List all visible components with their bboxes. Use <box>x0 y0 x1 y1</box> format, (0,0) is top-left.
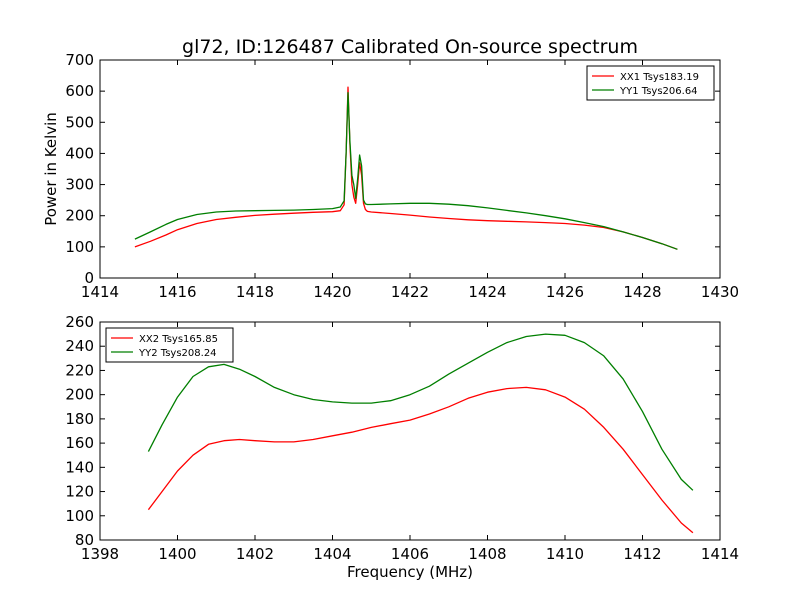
y-tick-label: 120 <box>65 483 94 501</box>
y-tick-label: 260 <box>65 313 94 331</box>
x-tick-label: 1400 <box>158 545 196 563</box>
y-tick-label: 160 <box>65 434 94 452</box>
top-spectrum-panel: 1414 1416 1418 1420 1422 1424 1426 1428 1430 0 100… <box>42 51 739 301</box>
y-tick-label: 180 <box>65 410 94 428</box>
y-tick-label: 200 <box>65 386 94 404</box>
x-tick-label: 1428 <box>623 283 661 301</box>
y-tick-label: 700 <box>65 51 94 69</box>
y-tick-label: 140 <box>65 458 94 476</box>
legend: XX2 Tsys165.85 YY2 Tsys208.24 <box>105 327 234 363</box>
x-tick-label: 1426 <box>546 283 584 301</box>
y-tick-label: 500 <box>65 113 94 131</box>
x-tick-label: 1420 <box>313 283 351 301</box>
x-tick-label: 1406 <box>391 545 429 563</box>
x-tick-label: 1398 <box>81 545 119 563</box>
legend-box <box>586 65 715 101</box>
legend-entry: XX1 Tsys183.19 <box>620 72 699 83</box>
y-tick-label: 240 <box>65 337 94 355</box>
x-tick-label: 1408 <box>468 545 506 563</box>
y-tick-label: 80 <box>75 531 94 549</box>
y-tick-label: 0 <box>84 269 94 287</box>
y-tick-label: 220 <box>65 361 94 379</box>
y-axis-label: Power in Kelvin <box>42 112 60 226</box>
x-tick-label: 1418 <box>236 283 274 301</box>
x-tick-label: 1416 <box>158 283 196 301</box>
bottom-spectrum-panel: 1398 1400 1402 1404 1406 1408 1410 1412 1414 80 10… <box>65 313 739 581</box>
x-tick-label: 1422 <box>391 283 429 301</box>
x-tick-label: 1430 <box>701 283 739 301</box>
legend-entry: YY2 Tsys208.24 <box>138 348 217 359</box>
y-tick-label: 100 <box>65 238 94 256</box>
y-tick-label: 600 <box>65 82 94 100</box>
legend-box <box>105 327 234 363</box>
legend: XX1 Tsys183.19 YY1 Tsys206.64 <box>586 65 715 101</box>
y-tick-label: 300 <box>65 176 94 194</box>
y-tick-label: 200 <box>65 207 94 225</box>
x-tick-label: 1410 <box>546 545 584 563</box>
series-line-yy2 <box>147 333 694 491</box>
legend-entry: YY1 Tsys206.64 <box>619 86 698 97</box>
x-tick-label: 1412 <box>623 545 661 563</box>
y-tick-label: 100 <box>65 507 94 525</box>
x-tick-label: 1414 <box>81 283 119 301</box>
x-axis-label: Frequency (MHz) <box>347 563 473 581</box>
x-tick-label: 1414 <box>701 545 739 563</box>
x-tick-label: 1424 <box>468 283 506 301</box>
series-line-yy1 <box>134 92 678 250</box>
series-line-xx2 <box>147 386 694 534</box>
legend-entry: XX2 Tsys165.85 <box>139 334 218 345</box>
x-tick-label: 1404 <box>313 545 351 563</box>
figure-title: gl72, ID:126487 Calibrated On-source spe… <box>182 36 638 58</box>
x-tick-label: 1402 <box>236 545 274 563</box>
y-tick-label: 400 <box>65 144 94 162</box>
